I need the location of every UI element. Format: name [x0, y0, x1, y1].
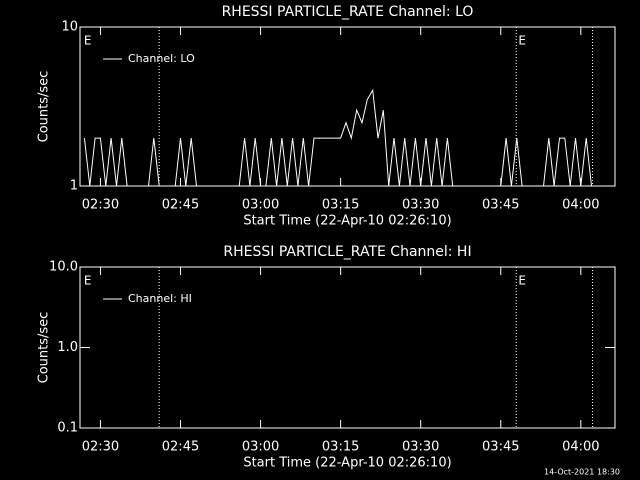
x-tick-label: 03:00	[242, 198, 279, 213]
event-label: E	[518, 34, 526, 48]
x-tick-label: 03:30	[402, 440, 439, 455]
legend-label: Channel: HI	[128, 292, 192, 305]
x-tick-label: 02:30	[82, 198, 119, 213]
y-tick-label: 10.0	[49, 260, 78, 275]
x-tick-label: 03:30	[402, 198, 439, 213]
y-tick-label: 1.0	[57, 340, 78, 355]
y-tick-label: 0.1	[57, 421, 78, 436]
event-label: E	[518, 274, 526, 288]
x-tick-label: 04:00	[562, 198, 599, 213]
x-tick-label: 02:30	[82, 440, 119, 455]
y-tick-label: 10	[61, 20, 78, 35]
x-axis-label: Start Time (22-Apr-10 02:26:10)	[243, 456, 451, 471]
x-tick-label: 02:45	[162, 440, 199, 455]
chart-title: RHESSI PARTICLE_RATE Channel: HI	[223, 244, 471, 260]
event-label: E	[84, 274, 92, 288]
x-axis-label: Start Time (22-Apr-10 02:26:10)	[243, 214, 451, 229]
event-label: E	[84, 34, 92, 48]
x-tick-label: 03:45	[482, 198, 519, 213]
plot-frame	[79, 26, 616, 187]
y-tick-label: 1	[70, 179, 78, 194]
x-tick-label: 03:15	[322, 440, 359, 455]
y-axis-label: Counts/sec	[37, 312, 52, 384]
legend-label: Channel: LO	[128, 52, 195, 65]
x-tick-label: 03:15	[322, 198, 359, 213]
data-line	[83, 88, 592, 187]
footer: 14-Oct-2021 18:30	[544, 468, 620, 477]
y-axis-label: Counts/sec	[37, 71, 52, 143]
x-tick-label: 03:00	[242, 440, 279, 455]
x-tick-label: 02:45	[162, 198, 199, 213]
chart-title: RHESSI PARTICLE_RATE Channel: LO	[222, 4, 474, 20]
x-tick-label: 04:00	[562, 440, 599, 455]
x-tick-label: 03:45	[482, 440, 519, 455]
